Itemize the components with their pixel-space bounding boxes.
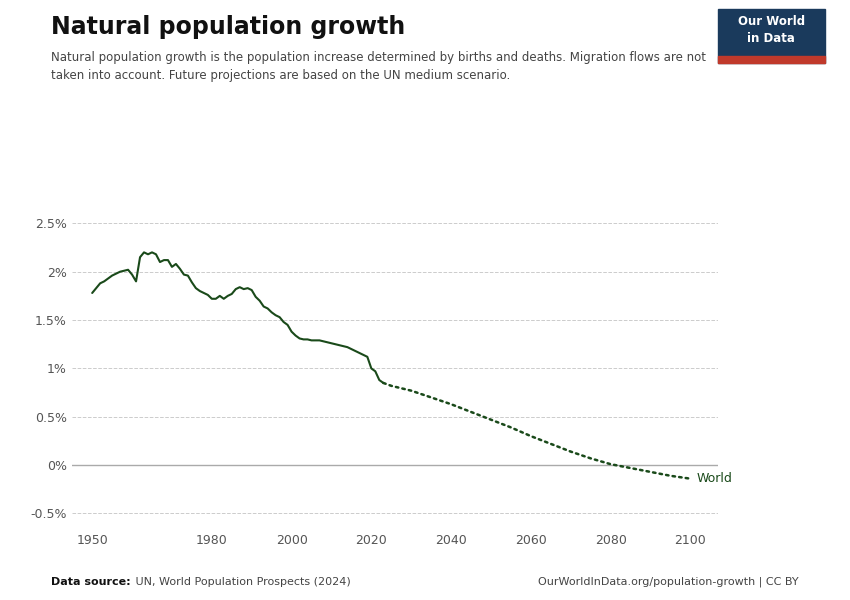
Text: World: World [696,472,732,485]
Text: OurWorldInData.org/population-growth | CC BY: OurWorldInData.org/population-growth | C… [538,576,799,587]
Text: Our World
in Data: Our World in Data [738,14,805,44]
Text: Natural population growth is the population increase determined by births and de: Natural population growth is the populat… [51,51,706,82]
Text: UN, World Population Prospects (2024): UN, World Population Prospects (2024) [132,577,350,587]
Bar [718,56,824,63]
Text: Natural population growth: Natural population growth [51,15,405,39]
Text: Data source:: Data source: [51,577,131,587]
